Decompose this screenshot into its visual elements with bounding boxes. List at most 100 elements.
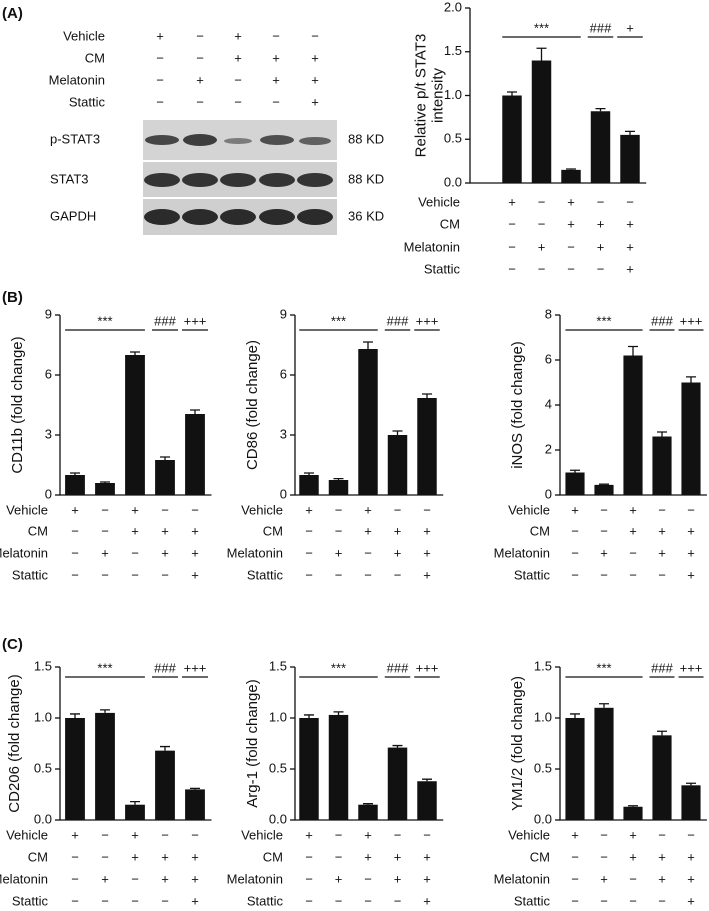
y-tick-label: 1.5: [444, 43, 462, 58]
axis: [469, 8, 647, 184]
condition-sign: +: [311, 50, 319, 65]
y-axis-label: Arg-1 (fold change): [244, 679, 261, 807]
condition-sign: +: [626, 239, 634, 254]
significance-label: +++: [184, 660, 207, 675]
condition-sign: +: [364, 849, 372, 864]
error-bar: [536, 47, 547, 61]
error-bar: [599, 703, 609, 708]
significance-label: +++: [184, 313, 207, 328]
y-tick-label: 1.0: [269, 709, 287, 724]
condition-sign: +: [191, 849, 199, 864]
condition-sign: +: [196, 72, 204, 87]
condition-sign: −: [311, 28, 319, 43]
condition-sign: −: [131, 567, 139, 582]
condition-sign: +: [571, 502, 579, 517]
condition-sign: +: [335, 871, 343, 886]
error-bar: [686, 376, 696, 383]
y-tick-label: 3: [45, 426, 52, 441]
condition-sign: −: [597, 261, 605, 276]
y-tick-label: 0.5: [534, 760, 552, 775]
error-bar: [160, 456, 170, 460]
condition-label: CM: [440, 216, 460, 231]
significance-label: ###: [154, 313, 176, 328]
condition-sign: +: [571, 827, 579, 842]
condition-sign: −: [538, 216, 546, 231]
condition-sign: −: [196, 94, 204, 109]
condition-sign: +: [687, 523, 695, 538]
error-bar: [130, 800, 140, 805]
condition-sign: −: [161, 502, 169, 517]
bar: [155, 460, 175, 495]
y-tick-label: 9: [280, 306, 287, 321]
condition-sign: −: [191, 827, 199, 842]
condition-label: Vehicle: [6, 502, 48, 517]
condition-sign: +: [597, 239, 605, 254]
condition-sign: +: [364, 502, 372, 517]
bar: [594, 707, 614, 820]
condition-sign: −: [571, 523, 579, 538]
y-tick-label: 0.0: [34, 811, 52, 826]
condition-sign: +: [131, 849, 139, 864]
bar: [565, 472, 585, 495]
condition-sign: −: [600, 849, 608, 864]
condition-sign: +: [161, 849, 169, 864]
condition-sign: −: [571, 871, 579, 886]
significance-label: +++: [680, 313, 703, 328]
condition-sign: +: [626, 261, 634, 276]
condition-label: Melatonin: [0, 871, 48, 886]
significance-label: ***: [596, 660, 611, 675]
y-tick-label: 0.0: [534, 811, 552, 826]
condition-sign: +: [423, 849, 431, 864]
condition-sign: +: [687, 567, 695, 582]
condition-sign: −: [600, 827, 608, 842]
condition-sign: +: [658, 545, 666, 560]
condition-sign: −: [234, 72, 242, 87]
condition-sign: +: [335, 545, 343, 560]
error-bar: [363, 341, 373, 349]
error-bar: [392, 744, 403, 748]
condition-sign: −: [335, 567, 343, 582]
error-bar: [333, 711, 344, 715]
condition-sign: −: [364, 567, 372, 582]
condition-sign: +: [311, 72, 319, 87]
condition-sign: −: [305, 893, 313, 908]
condition-label: Stattic: [514, 567, 551, 582]
condition-sign: −: [508, 261, 516, 276]
condition-sign: +: [305, 827, 313, 842]
bar: [681, 382, 701, 495]
y-tick-label: 0: [545, 486, 552, 501]
condition-sign: +: [687, 893, 695, 908]
condition-sign: −: [571, 567, 579, 582]
condition-sign: −: [335, 893, 343, 908]
condition-sign: −: [571, 849, 579, 864]
condition-label: CM: [28, 849, 48, 864]
y-tick-label: 6: [45, 366, 52, 381]
condition-sign: +: [191, 523, 199, 538]
condition-sign: −: [305, 567, 313, 582]
error-bar: [422, 393, 432, 398]
condition-label: Vehicle: [418, 194, 460, 209]
condition-label: Stattic: [69, 94, 106, 109]
condition-sign: −: [131, 893, 139, 908]
y-axis-label: CD206 (fold change): [6, 674, 23, 812]
significance-label: ###: [590, 20, 612, 35]
y-tick-label: 2.0: [444, 0, 462, 14]
condition-sign: +: [234, 50, 242, 65]
condition-label: CM: [263, 849, 283, 864]
condition-sign: +: [71, 827, 79, 842]
condition-sign: −: [196, 50, 204, 65]
error-bar: [100, 481, 110, 483]
error-bar: [304, 472, 314, 475]
error-bar: [333, 477, 344, 480]
y-tick-label: 6: [545, 351, 552, 366]
condition-sign: −: [629, 567, 637, 582]
condition-sign: −: [272, 28, 280, 43]
y-tick-label: 4: [545, 396, 552, 411]
blot-image: [143, 120, 337, 235]
y-axis-label: YM1/2 (fold change): [509, 676, 526, 811]
condition-sign: +: [305, 502, 313, 517]
error-bar: [686, 782, 696, 786]
condition-sign: +: [394, 523, 402, 538]
error-bar: [599, 483, 609, 485]
